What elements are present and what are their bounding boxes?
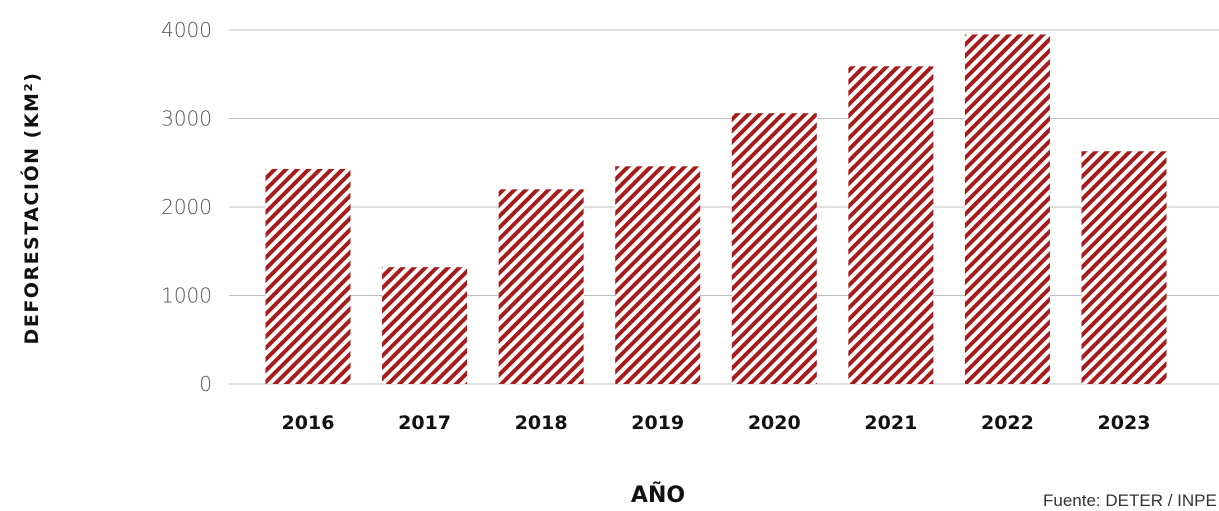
x-tick-label: 2021 — [864, 412, 917, 434]
bar-2017 — [382, 267, 468, 384]
bar-2023 — [1081, 151, 1167, 384]
bar-2016 — [265, 168, 351, 384]
bar-2021 — [848, 66, 934, 384]
x-tick-label: 2023 — [1098, 412, 1151, 434]
bar-2022 — [964, 34, 1050, 385]
y-axis-title: DEFORESTACIÓN (KM²) — [19, 72, 43, 345]
gridlines — [229, 29, 1219, 385]
y-tick-label: 0 — [199, 372, 212, 396]
x-tick-label: 2019 — [631, 412, 684, 434]
x-tick-labels: 2016 2017 2018 2019 2020 2021 2022 2023 — [282, 412, 1151, 434]
y-tick-labels: 0 1000 2000 3000 4000 — [161, 18, 212, 396]
bar-2018 — [498, 189, 584, 384]
source-note: Fuente: DETER / INPE — [1043, 491, 1217, 510]
bars — [265, 34, 1167, 385]
y-tick-label: 4000 — [161, 18, 212, 42]
bar-2020 — [731, 113, 817, 384]
x-tick-label: 2022 — [981, 412, 1034, 434]
x-tick-label: 2016 — [282, 412, 335, 434]
x-tick-label: 2017 — [398, 412, 451, 434]
y-tick-label: 3000 — [161, 107, 212, 131]
bar-2019 — [615, 166, 701, 384]
y-tick-label: 2000 — [161, 195, 212, 219]
x-axis-title: AÑO — [631, 482, 685, 508]
y-tick-label: 1000 — [161, 284, 212, 308]
x-tick-label: 2018 — [515, 412, 568, 434]
x-tick-label: 2020 — [748, 412, 801, 434]
